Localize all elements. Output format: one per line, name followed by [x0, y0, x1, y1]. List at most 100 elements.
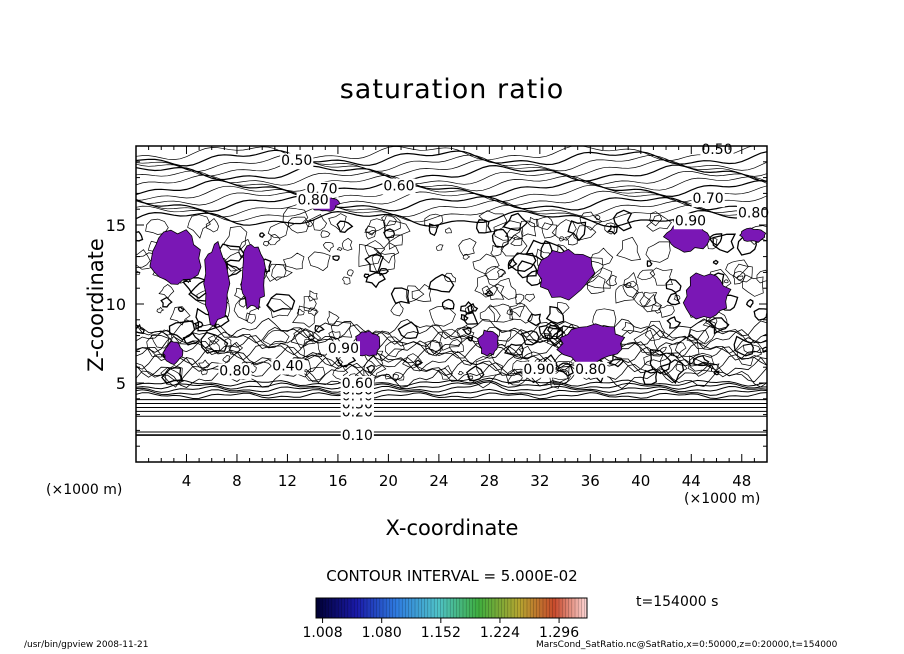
x-axis-label: X-coordinate	[385, 516, 519, 540]
x-tick-label: 40	[631, 472, 650, 490]
contour-loop	[549, 370, 569, 389]
contour-loop	[517, 260, 538, 279]
contour-loop	[713, 370, 720, 376]
contour-annotation: 0.80	[738, 205, 769, 221]
contour-loop	[692, 354, 710, 367]
x-tick-label: 12	[278, 472, 297, 490]
contour-loop	[665, 278, 682, 294]
contour-loop	[136, 230, 144, 242]
contour-line	[136, 199, 767, 218]
contour-loop	[304, 219, 315, 228]
contour-loop	[182, 332, 201, 346]
contour-loop	[342, 276, 351, 285]
contour-loop	[459, 301, 474, 315]
contour-loop	[158, 284, 175, 299]
contour-loop	[282, 207, 309, 228]
contour-loop	[198, 359, 211, 369]
contour-loop	[262, 329, 290, 346]
x-tick-label: 48	[732, 472, 751, 490]
contour-loop	[524, 293, 536, 303]
colorbar-tick-label: 1.224	[480, 625, 520, 641]
contour-loop	[449, 339, 464, 353]
contour-loop	[307, 251, 331, 272]
contour-loop	[494, 277, 517, 300]
contour-loop	[520, 330, 540, 346]
contour-loop	[435, 244, 444, 251]
contour-line	[136, 345, 767, 367]
contour-loop	[479, 304, 501, 323]
contour-loop	[292, 305, 318, 328]
contour-loop	[205, 217, 219, 233]
contour-loop	[371, 251, 396, 272]
supersaturated-region	[739, 227, 767, 243]
contour-loop	[496, 330, 512, 347]
chart-title: saturation ratio	[339, 74, 565, 105]
footer-right: MarsCond_SatRatio.nc@SatRatio,x=0:50000,…	[536, 640, 838, 650]
contour-loop	[238, 295, 247, 308]
contour-loop	[666, 316, 682, 329]
contour-loop	[364, 218, 385, 236]
contour-label-background	[280, 153, 314, 170]
contour-lines	[136, 146, 767, 436]
contour-loop	[441, 298, 455, 310]
contour-loop	[467, 375, 474, 381]
contour-annotation: 0.80	[575, 362, 606, 378]
x-tick-label: 24	[429, 472, 448, 490]
contour-loop	[332, 255, 340, 261]
contour-loop	[535, 216, 554, 230]
x-tick-label: 20	[379, 472, 398, 490]
contour-line	[136, 392, 767, 400]
contour-loop	[732, 270, 745, 285]
contour-line	[136, 323, 767, 345]
contour-line	[136, 388, 767, 397]
contour-loop	[160, 367, 182, 388]
contour-loop	[288, 216, 310, 234]
contour-line	[136, 351, 767, 373]
contour-loop	[429, 305, 456, 327]
contour-loop	[472, 253, 500, 275]
contour-loop	[507, 257, 518, 270]
x-tick-label: 4	[182, 472, 192, 490]
contour-line	[136, 184, 767, 203]
contour-loop	[224, 338, 232, 347]
contour-loop	[460, 314, 469, 321]
contour-loop	[363, 273, 370, 279]
contour-annotation: 0.70	[693, 191, 724, 207]
contour-loop	[364, 254, 385, 274]
supersaturated-regions	[149, 194, 767, 366]
contour-loop	[308, 290, 318, 302]
contour-loop	[632, 291, 651, 307]
contour-line	[136, 179, 767, 198]
contour-loop	[723, 279, 729, 284]
contour-loop	[745, 298, 754, 309]
contour-line	[136, 204, 767, 223]
y-axis-label: Z-coordinate	[84, 238, 108, 372]
contour-loop	[402, 353, 422, 369]
contour-loop	[708, 317, 730, 335]
contour-label-background	[218, 363, 252, 380]
contour-label: 0.10	[342, 428, 373, 444]
colorbar-tick-label: 1.008	[303, 625, 343, 641]
contour-loop	[390, 301, 404, 317]
x-unit-right: (×1000 m)	[684, 491, 761, 507]
supersaturated-region	[682, 272, 732, 320]
contour-loop	[645, 241, 671, 263]
contour-loop	[457, 370, 465, 376]
supersaturated-region	[556, 323, 626, 365]
contour-loop	[461, 326, 472, 336]
y-tick-label: 5	[116, 374, 126, 393]
contour-loop	[444, 272, 457, 283]
colorbar-stripes	[318, 598, 585, 618]
x-tick-label: 44	[682, 472, 701, 490]
x-tick-label: 32	[530, 472, 549, 490]
contour-loop	[505, 227, 524, 241]
contour-loop	[623, 271, 638, 289]
contour-loop	[496, 268, 507, 278]
colorbar-tick-label: 1.296	[539, 625, 579, 641]
contour-loop	[467, 302, 479, 314]
contour-line	[136, 381, 767, 393]
contour-loop	[373, 242, 400, 264]
contour-loop	[688, 355, 712, 377]
contour-label-background	[691, 191, 725, 208]
contour-loop	[222, 355, 231, 363]
